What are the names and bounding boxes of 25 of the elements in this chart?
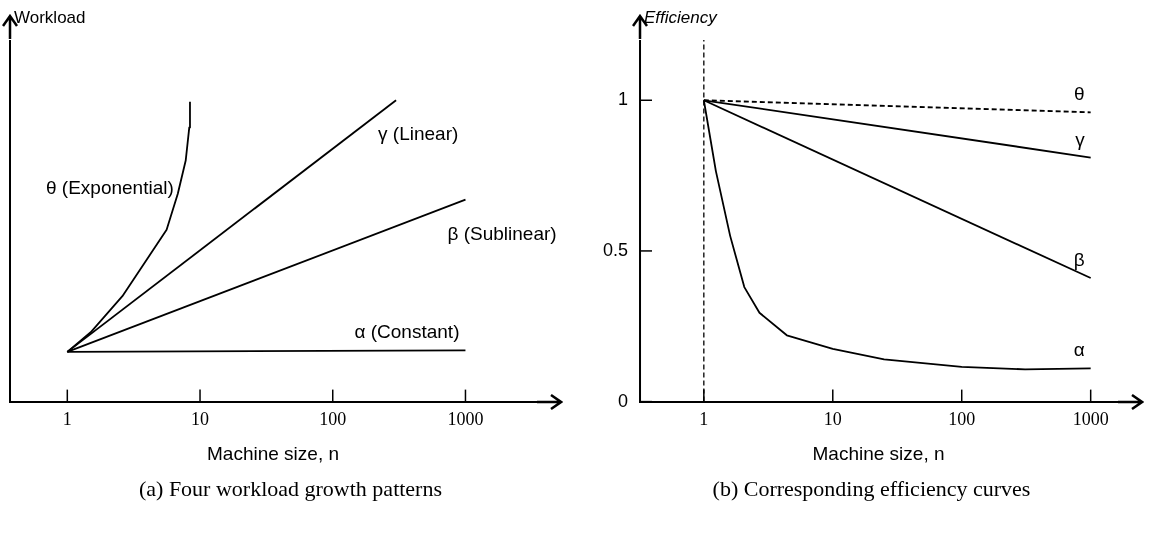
series-label: β [1073, 249, 1085, 271]
x-axis-title: Machine size, n [812, 442, 945, 464]
series-label: α (Constant) [354, 321, 460, 343]
y-tick-label: 1 [618, 89, 629, 110]
x-tick-label: 1 [699, 409, 709, 430]
x-tick-label: 1000 [447, 409, 484, 430]
text: (b) Corresponding efficiency curves [711, 476, 1032, 502]
series-label: β (Sublinear) [447, 222, 557, 244]
text: (a) Four workload growth patterns [137, 476, 443, 502]
series-label: θ (Exponential) [46, 176, 174, 198]
series-label: α [1073, 339, 1085, 361]
x-tick-label: 10 [191, 409, 210, 430]
x-tick-label: 100 [319, 409, 347, 430]
y-tick-label: 0.5 [602, 239, 629, 260]
x-tick-label: 1 [62, 409, 72, 430]
y-axis-title: Efficiency [644, 7, 719, 27]
series-label: θ [1074, 83, 1085, 105]
y-tick-label: 0 [618, 390, 629, 411]
x-tick-label: 100 [948, 409, 976, 430]
series-label: γ (Linear) [378, 123, 459, 145]
y-axis-title: Workload [14, 7, 86, 27]
x-axis-title: Machine size, n [206, 442, 340, 464]
x-tick-label: 10 [823, 409, 842, 430]
x-tick-label: 1000 [1072, 409, 1109, 430]
series-label: γ [1075, 128, 1086, 150]
